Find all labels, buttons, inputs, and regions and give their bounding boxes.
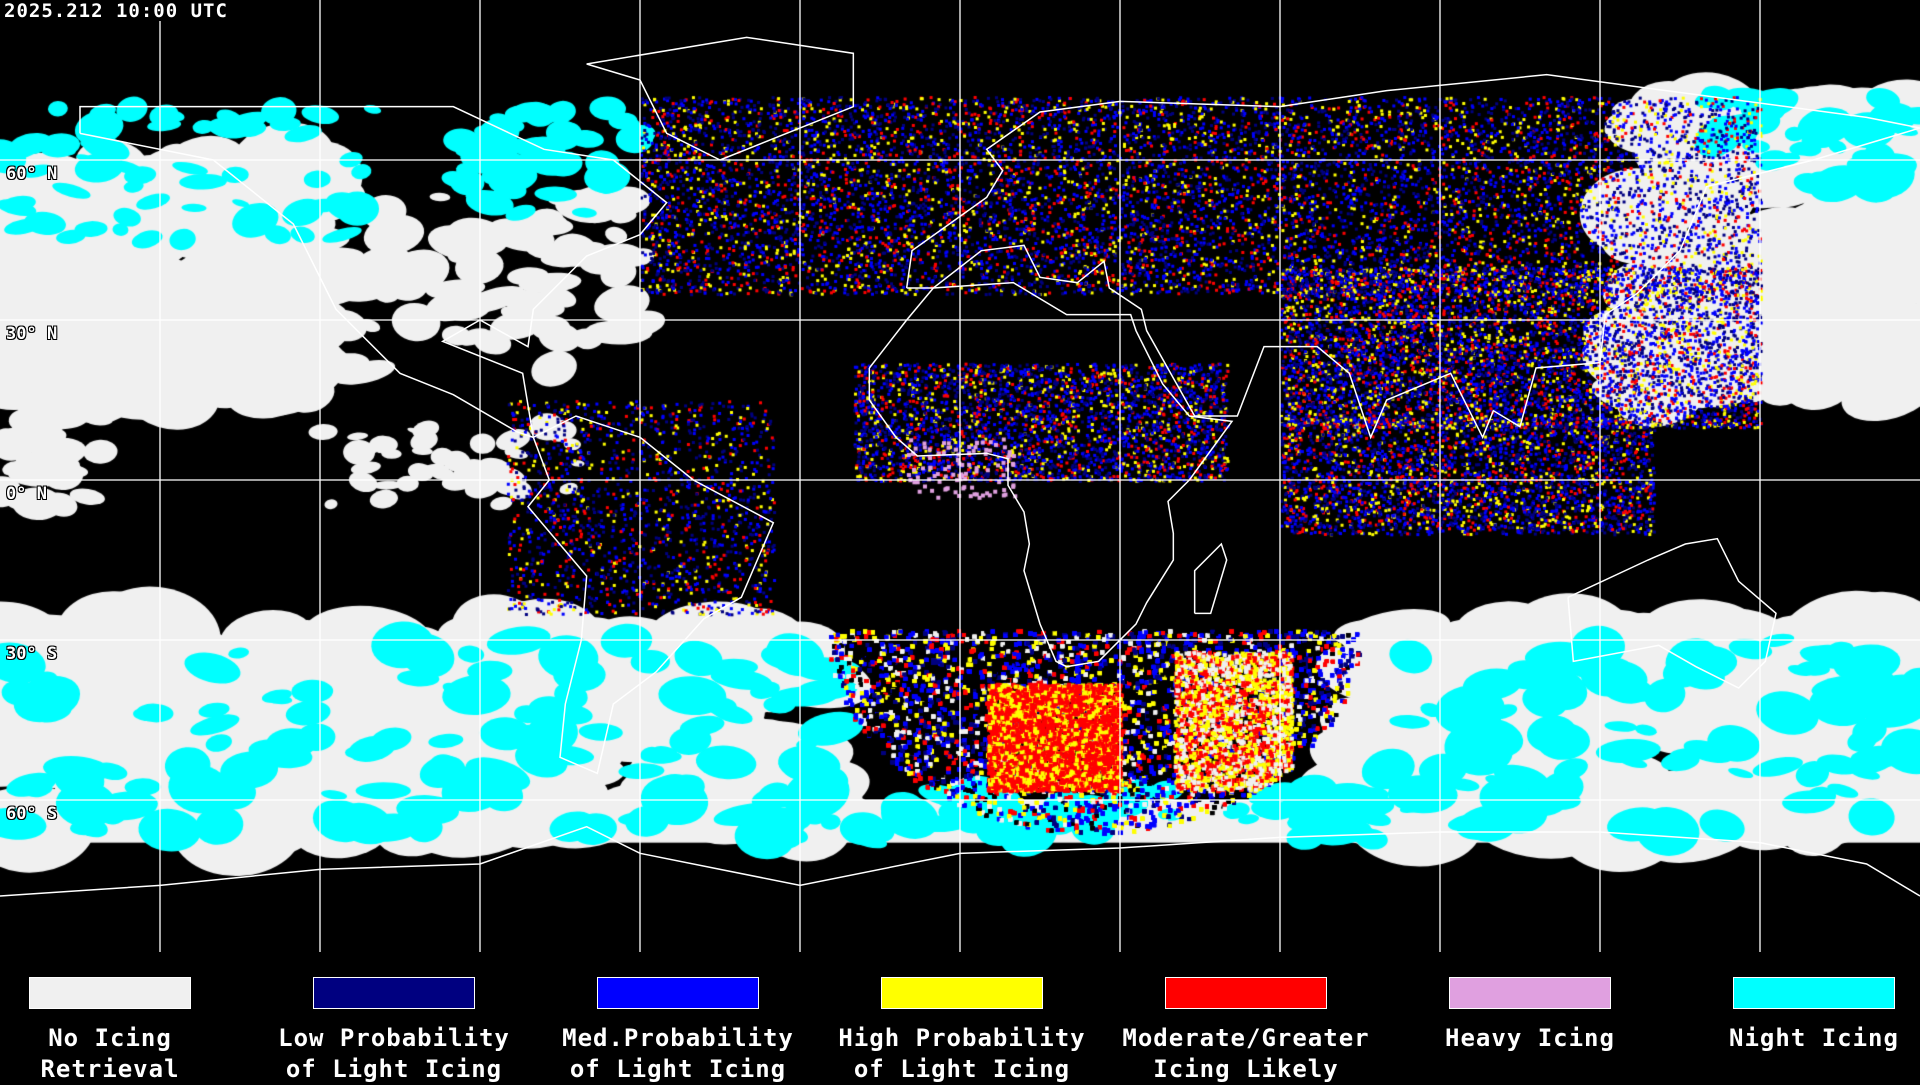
coastline-southamerica bbox=[527, 415, 775, 775]
legend-line2: Icing Likely bbox=[1153, 1055, 1339, 1083]
legend-label: Med.Probability of Light Icing bbox=[536, 1023, 820, 1085]
legend-line2: Retrieval bbox=[40, 1055, 180, 1083]
coastline-northamerica bbox=[79, 105, 668, 439]
coastline-eurasia bbox=[905, 73, 1920, 440]
legend-item-high-probability: High Probability of Light Icing bbox=[820, 977, 1104, 1085]
legend-line2: of Light Icing bbox=[285, 1055, 503, 1083]
legend-label: Low Probability of Light Icing bbox=[252, 1023, 536, 1085]
legend-label: Moderate/Greater Icing Likely bbox=[1104, 1023, 1388, 1085]
coastline-greenland bbox=[586, 36, 855, 161]
legend-item-no-icing: No Icing Retrieval bbox=[0, 977, 252, 1085]
legend-swatch bbox=[1733, 977, 1895, 1009]
legend-item-low-probability: Low Probability of Light Icing bbox=[252, 977, 536, 1085]
lat-label-0n: 0° N bbox=[6, 484, 47, 504]
legend-label: No Icing Retrieval bbox=[0, 1023, 252, 1085]
legend-swatch bbox=[1165, 977, 1327, 1009]
lat-label-60n: 60° N bbox=[6, 164, 58, 184]
lat-label-30n: 30° N bbox=[6, 324, 58, 344]
timestamp: 2025.212 10:00 UTC bbox=[4, 0, 228, 22]
legend-swatch bbox=[881, 977, 1043, 1009]
legend-label: Heavy Icing bbox=[1388, 1023, 1672, 1054]
legend-item-moderate-greater: Moderate/Greater Icing Likely bbox=[1104, 977, 1388, 1085]
icing-map: 2025.212 10:00 UTC 60° N 30° N 0° N 30° … bbox=[0, 0, 1920, 960]
legend-item-med-probability: Med.Probability of Light Icing bbox=[536, 977, 820, 1085]
coastlines bbox=[0, 36, 1920, 897]
legend-line1: Med.Probability bbox=[562, 1024, 794, 1052]
legend-item-night-icing: Night Icing bbox=[1672, 977, 1920, 1054]
legend-label: Night Icing bbox=[1672, 1023, 1920, 1054]
legend-swatch bbox=[313, 977, 475, 1009]
legend-label: High Probability of Light Icing bbox=[820, 1023, 1104, 1085]
coastline-africa bbox=[868, 281, 1234, 668]
map-overlay bbox=[0, 0, 1920, 952]
legend-item-heavy-icing: Heavy Icing bbox=[1388, 977, 1672, 1054]
coastline-antarctica bbox=[0, 825, 1920, 897]
legend-line1: High Probability bbox=[838, 1024, 1086, 1052]
legend-line2: of Light Icing bbox=[569, 1055, 787, 1083]
lat-label-30s: 30° S bbox=[6, 644, 58, 664]
legend: No Icing Retrieval Low Probability of Ligh… bbox=[0, 960, 1920, 1083]
coastline-australia bbox=[1567, 537, 1777, 689]
legend-line1: Moderate/Greater bbox=[1122, 1024, 1370, 1052]
lat-label-60s: 60° S bbox=[6, 804, 58, 824]
legend-line1: Low Probability bbox=[278, 1024, 510, 1052]
legend-line1: Heavy Icing bbox=[1445, 1024, 1615, 1052]
legend-swatch bbox=[597, 977, 759, 1009]
legend-line2: of Light Icing bbox=[853, 1055, 1071, 1083]
legend-swatch bbox=[29, 977, 191, 1009]
legend-line1: No Icing bbox=[48, 1024, 172, 1052]
graticule bbox=[0, 0, 1920, 952]
legend-line1: Night Icing bbox=[1729, 1024, 1899, 1052]
coastline-madagascar bbox=[1193, 542, 1228, 615]
legend-swatch bbox=[1449, 977, 1611, 1009]
